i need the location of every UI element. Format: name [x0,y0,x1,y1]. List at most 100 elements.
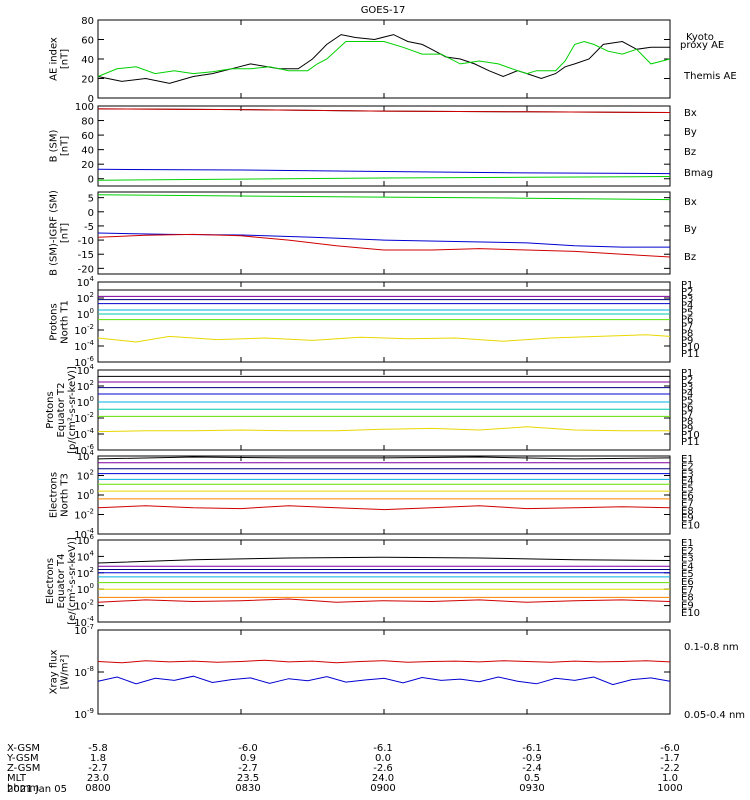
legend-item: P3 [681,294,693,305]
panel-frame [97,19,671,99]
legend-item: 0.1-0.8 nm [684,642,739,653]
series-line-by [97,176,671,181]
series-line-e9 [97,505,671,511]
legend-item: E5 [681,484,694,495]
y-axis-label: B (SM)-IGRF (SM) [49,190,60,276]
y-tick-label: 10-7 [74,623,94,637]
y-tick-label: 100 [77,395,94,409]
legend-item: Bz [684,147,696,158]
panel-frame [97,191,671,275]
y-tick-exponent: -2 [87,411,94,419]
y-tick-exponent: -2 [87,508,94,516]
y-tick-exponent: 2 [90,291,94,299]
ephemeris-row-label: X-GSM [7,743,40,754]
y-tick-exponent: -7 [87,623,94,631]
y-tick-exponent: -6 [87,443,95,451]
y-tick-exponent: -9 [87,707,94,715]
legend-item: Bz [684,252,696,263]
y-axis-label: B (SM) [49,129,60,162]
legend-item: P1 [681,280,693,291]
y-tick-label: 100 [77,488,94,502]
ephemeris-value: 24.0 [372,773,394,784]
legend-item: P5 [681,308,693,319]
ephemeris-value: 1.8 [90,753,106,764]
y-tick-label: -5 [84,222,94,233]
y-tick-label: 40 [81,55,94,66]
ephemeris-value: -6.1 [373,743,393,754]
y-axis-label: Xray flux [49,650,60,695]
panel-frame [97,629,671,715]
y-axis-label: Equator T2 [56,383,67,438]
ephemeris-value: -2.7 [88,763,108,774]
ephemeris-value: -1.7 [660,753,680,764]
y-axis-label: [W/m²] [60,654,71,689]
series-line-0-05-0-4-nm [97,675,671,686]
panel-frame [97,281,671,363]
ephemeris-value: -6.0 [238,743,258,754]
panel-frame [97,105,671,187]
legend-item: E7 [681,498,694,509]
y-tick-label: 100 [75,102,94,113]
legend-item: E4 [681,476,694,487]
series-line-bz [97,108,671,113]
y-tick-label: 104 [77,275,95,289]
y-axis-label: Protons [49,303,60,340]
legend-item: E8 [681,593,694,604]
panel-frame [97,455,671,535]
y-tick-label: -10 [78,236,94,247]
legend-item: E2 [681,461,694,472]
series-line-e1 [97,456,671,460]
y-tick-label: 104 [77,549,95,563]
panel-frame [97,539,671,623]
legend-item: Bx [684,197,697,208]
series-line-bx [97,168,671,175]
y-tick-exponent: -4 [87,615,95,623]
y-tick-exponent: 2 [90,469,94,477]
legend-item: 0.05-0.4 nm [684,710,745,721]
ephemeris-value: 0830 [235,783,260,794]
legend-item: P9 [681,423,693,434]
legend-item: Themis AE [683,71,737,82]
y-axis-label: [nT] [60,223,71,243]
y-tick-label: 10-2 [74,323,94,337]
legend-item: P4 [681,389,693,400]
series-line-p8 [97,426,670,433]
legend-item: P3 [681,382,693,393]
y-tick-exponent: 0 [90,307,94,315]
legend-item: By [684,127,697,138]
legend-item: P7 [681,321,693,332]
legend-item: E1 [681,454,694,465]
y-axis-label: AE index [49,37,60,81]
y-tick-label: 10-9 [74,707,94,721]
legend-item: E2 [681,546,694,557]
legend-item: E8 [681,506,694,517]
ephemeris-value: 1000 [657,783,682,794]
ephemeris-value: -2.7 [238,763,258,774]
y-tick-label: 60 [81,36,94,47]
y-tick-label: 102 [77,379,94,393]
legend-item: E4 [681,561,694,572]
ephemeris-value: -2.2 [660,763,680,774]
y-tick-label: 106 [77,533,95,547]
legend-item: E3 [681,554,694,565]
ephemeris-value: -0.9 [522,753,542,764]
y-tick-exponent: 6 [90,533,95,541]
y-tick-exponent: 2 [90,379,94,387]
series-line-kyoto-proxy-ae [97,40,671,77]
legend-item: E7 [681,585,694,596]
y-tick-label: -15 [78,250,94,261]
legend-item: P10 [681,342,700,353]
y-tick-label: 102 [77,469,94,483]
y-tick-exponent: -2 [87,323,94,331]
series-line-bz [97,233,671,258]
y-tick-label: 60 [81,131,94,142]
legend-item: P11 [681,349,700,360]
ephemeris-value: 0.9 [240,753,256,764]
y-tick-exponent: -8 [87,665,94,673]
series-line-by [97,194,671,201]
y-tick-label: 0 [88,175,94,186]
legend-item: P10 [681,430,700,441]
legend-item: P8 [681,328,693,339]
